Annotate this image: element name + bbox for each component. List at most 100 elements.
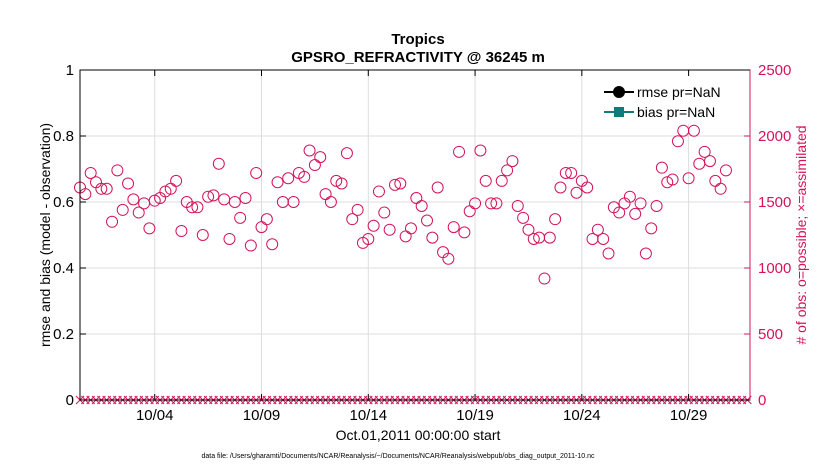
possible-obs-marker (260, 213, 273, 226)
possible-obs-marker (346, 213, 359, 226)
possible-obs-marker (404, 222, 417, 235)
y-tick-label-left: 0.4 (53, 260, 74, 277)
possible-obs-marker (372, 185, 385, 198)
possible-obs-marker (645, 222, 658, 235)
possible-obs-marker (517, 211, 530, 224)
possible-obs-marker (282, 172, 295, 185)
y-tick-label-right: 1500 (758, 194, 791, 211)
possible-obs-marker (148, 194, 161, 207)
possible-obs-marker (501, 164, 514, 177)
possible-obs-marker (100, 182, 113, 195)
possible-obs-marker (613, 206, 626, 219)
possible-obs-marker (303, 144, 316, 157)
possible-obs-marker (143, 222, 156, 235)
possible-obs-marker (495, 174, 508, 187)
possible-obs-marker (485, 197, 498, 210)
legend-box (600, 76, 746, 124)
x-tick-label: 10/14 (350, 407, 388, 424)
possible-obs-marker (511, 199, 524, 212)
possible-obs-marker (629, 207, 642, 220)
possible-obs-marker (671, 135, 684, 148)
grid (80, 70, 750, 400)
possible-obs-marker (682, 172, 695, 185)
possible-obs-marker (84, 166, 97, 179)
x-tick-label: 10/29 (670, 407, 708, 424)
possible-obs-marker (639, 247, 652, 260)
possible-obs-marker (703, 155, 716, 168)
possible-obs-marker (175, 225, 188, 238)
possible-obs-marker (362, 232, 375, 245)
y-tick-label-left: 0.6 (53, 194, 74, 211)
possible-obs-marker (122, 177, 135, 190)
possible-obs-marker (687, 124, 700, 137)
possible-obs-marker (421, 214, 434, 227)
possible-obs-marker (719, 164, 732, 177)
legend: rmse pr=NaN bias pr=NaN (600, 76, 746, 124)
possible-obs-marker (447, 221, 460, 234)
possible-obs-marker (591, 223, 604, 236)
possible-obs-marker (335, 177, 348, 190)
possible-obs-marker (623, 190, 636, 203)
x-tick-label: 10/24 (563, 407, 601, 424)
possible-obs-marker (394, 177, 407, 190)
possible-obs-marker (458, 226, 471, 239)
possible-obs-marker (298, 170, 311, 183)
legend-rmse-marker (613, 86, 625, 98)
possible-obs-marker (666, 173, 679, 186)
possible-obs-marker (95, 182, 108, 195)
possible-obs-marker (266, 238, 279, 251)
possible-obs-marker (170, 174, 183, 187)
possible-obs-marker (132, 206, 145, 219)
possible-obs-marker (453, 145, 466, 158)
possible-obs-marker (271, 176, 284, 189)
y-tick-label-right: 2500 (758, 62, 791, 79)
possible-obs-marker (127, 193, 140, 206)
possible-obs-marker (581, 181, 594, 194)
possible-obs-marker (650, 199, 663, 212)
x-tick-label: 10/04 (136, 407, 174, 424)
possible-obs-marker (474, 144, 487, 157)
possible-obs-marker (554, 181, 567, 194)
chart-subtitle: GPSRO_REFRACTIVITY @ 36245 m (291, 49, 545, 66)
possible-obs-marker (234, 211, 247, 224)
legend-bias-marker (614, 107, 624, 117)
y-tick-label-right: 500 (758, 326, 783, 343)
possible-obs-marker (538, 272, 551, 285)
possible-obs-marker (351, 203, 364, 216)
possible-obs-marker (469, 197, 482, 210)
possible-obs-marker (330, 174, 343, 187)
data-file-footnote: data file: /Users/gharamti/Documents/NCA… (201, 453, 595, 460)
y-axis-label-right: # of obs: o=possible; ×=assimilated (793, 125, 809, 344)
possible-obs-marker (191, 201, 204, 214)
possible-obs-marker (698, 145, 711, 158)
possible-obs-marker (506, 155, 519, 168)
possible-obs-marker (415, 199, 428, 212)
possible-obs-marker (159, 185, 172, 198)
possible-obs-marker (661, 176, 674, 189)
x-tick-label: 10/19 (456, 407, 494, 424)
possible-obs-marker (388, 178, 401, 191)
possible-obs-marker (106, 215, 119, 228)
legend-rmse-label: rmse pr=NaN (637, 84, 721, 100)
legend-bias-label: bias pr=NaN (637, 104, 715, 120)
possible-obs-marker (602, 247, 615, 260)
x-tick-label: 10/09 (243, 407, 281, 424)
possible-obs-marker (367, 219, 380, 232)
possible-obs-marker (426, 231, 439, 244)
possible-obs-marker (186, 201, 199, 214)
y-tick-label-left: 0 (66, 392, 74, 409)
possible-obs-marker (559, 166, 572, 179)
possible-obs-marker (196, 229, 209, 241)
possible-obs-marker (116, 203, 129, 216)
possible-obs-marker (223, 232, 236, 245)
y-tick-label-right: 1000 (758, 260, 791, 277)
y-axis-label-left: rmse and bias (model - observation) (37, 123, 53, 347)
possible-obs-marker (212, 157, 225, 170)
possible-obs-marker (239, 192, 252, 205)
y-tick-label-right: 0 (758, 392, 766, 409)
possible-obs-marker (244, 239, 257, 252)
possible-obs-marker (527, 232, 540, 245)
possible-obs-marker (250, 166, 263, 179)
possible-obs-marker (543, 231, 556, 244)
